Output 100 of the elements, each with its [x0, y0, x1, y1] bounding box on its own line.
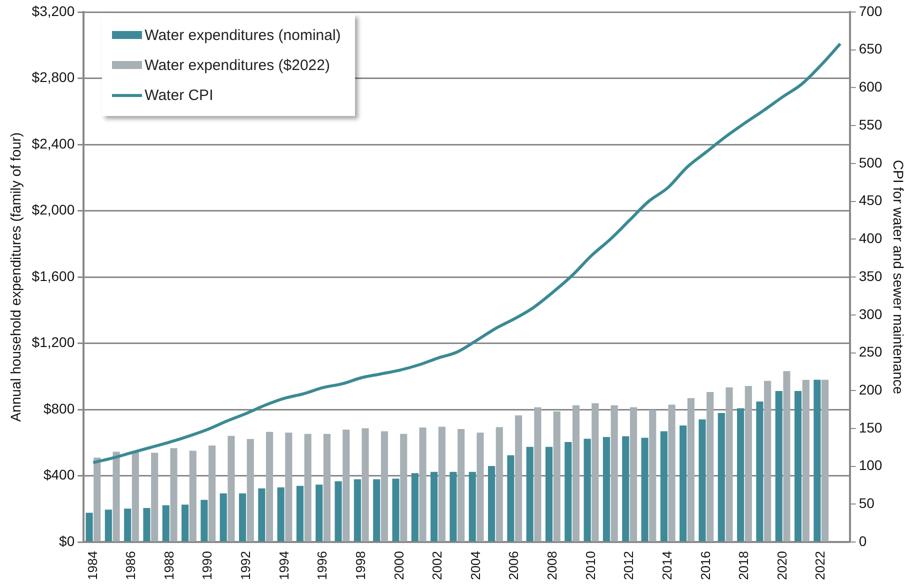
y2-tick-label: 50: [858, 495, 875, 512]
bar: [706, 392, 714, 542]
bar: [775, 391, 782, 542]
bar: [220, 493, 227, 542]
bar: [112, 452, 120, 542]
bar: [545, 446, 553, 542]
bar: [411, 473, 418, 542]
y-tick-label: $1,600: [32, 268, 75, 284]
bar: [380, 431, 388, 542]
y-tick-label: $2,000: [32, 202, 75, 218]
y2-axis-title: CPI for water and sewer maintenance: [890, 160, 907, 394]
y2-tick-label: 350: [858, 268, 882, 284]
bar: [507, 455, 514, 542]
y-tick-label: $2,400: [32, 135, 75, 152]
bar: [726, 387, 733, 542]
bar: [584, 438, 591, 542]
bar: [342, 430, 350, 542]
bar: [189, 450, 196, 542]
x-tick-label: 1986: [123, 551, 138, 580]
y-tick-label: $2,800: [32, 69, 75, 86]
bar: [104, 510, 112, 542]
x-tick-label: 1996: [314, 551, 330, 580]
bar: [94, 458, 101, 542]
x-tick-label: 2014: [659, 551, 674, 580]
bar: [162, 505, 170, 542]
y2-tick-label: 250: [858, 344, 882, 360]
x-tick-label: 2006: [506, 551, 522, 580]
x-tick-label: 2022: [812, 551, 828, 580]
bar: [794, 391, 802, 542]
x-tick-label: 1984: [84, 551, 100, 580]
bar: [458, 428, 465, 542]
bar: [488, 466, 496, 542]
bar: [660, 431, 668, 542]
bar: [737, 408, 744, 542]
bar: [246, 439, 254, 542]
bar: [438, 426, 446, 542]
bar: [86, 512, 93, 542]
x-tick-label: 2010: [582, 551, 598, 580]
bar: [200, 500, 208, 542]
bar: [610, 405, 618, 542]
x-tick-label: 2008: [544, 551, 560, 580]
bar: [182, 504, 189, 542]
bar: [238, 493, 246, 542]
bar: [373, 479, 380, 542]
bar: [258, 488, 266, 542]
bar: [228, 436, 235, 542]
bar: [641, 438, 648, 542]
bar: [476, 432, 484, 542]
bar: [296, 486, 304, 542]
bar: [783, 371, 790, 542]
y2-tick-label: 100: [858, 457, 882, 474]
legend-label: Water expenditures (nominal): [144, 26, 341, 44]
bar: [822, 380, 829, 542]
x-tick-label: 2002: [430, 551, 445, 580]
y-axis-title: Annual household expenditures (family of four): [7, 132, 24, 422]
bar: [143, 508, 150, 542]
x-tick-label: 1990: [200, 551, 215, 580]
bar: [802, 380, 810, 542]
bar: [334, 481, 342, 542]
x-tick-label: 2020: [774, 551, 790, 580]
x-tick-label: 2018: [736, 551, 752, 580]
bar: [419, 427, 426, 542]
bar: [400, 434, 408, 542]
bar: [392, 478, 400, 542]
bar: [764, 380, 772, 542]
bar: [496, 427, 503, 542]
y-tick-label: $400: [43, 466, 75, 483]
bar: [564, 442, 572, 542]
y2-tick-label: 400: [858, 230, 882, 246]
x-tick-label: 2004: [468, 551, 483, 580]
bar: [534, 407, 542, 542]
bar: [208, 446, 216, 542]
bar: [285, 432, 292, 542]
bar: [602, 437, 610, 542]
bar: [277, 487, 284, 542]
bar: [744, 386, 752, 542]
bar: [304, 434, 312, 542]
bar: [680, 425, 687, 542]
y2-tick-label: 0: [858, 532, 867, 549]
y-tick-label: $1,200: [32, 334, 75, 350]
x-tick-label: 1992: [238, 551, 254, 580]
x-tick-label: 1998: [352, 551, 368, 580]
y2-tick-label: 700: [858, 2, 882, 19]
y2-tick-label: 150: [858, 419, 882, 436]
y2-tick-label: 650: [858, 40, 882, 57]
y2-tick-label: 550: [858, 116, 882, 132]
bar: [698, 419, 706, 542]
bar: [132, 452, 139, 542]
y-tick-label: $3,200: [32, 2, 75, 19]
x-tick-label: 2016: [698, 551, 713, 580]
bar: [718, 413, 725, 542]
bar: [553, 411, 560, 542]
y2-tick-label: 600: [858, 78, 882, 95]
bar: [354, 479, 361, 542]
y2-tick-label: 500: [858, 154, 882, 170]
y2-tick-label: 300: [858, 306, 882, 322]
bar: [526, 446, 534, 542]
x-tick-label: 1988: [161, 551, 176, 580]
bar: [266, 432, 274, 542]
legend-label: Water CPI: [144, 86, 214, 104]
